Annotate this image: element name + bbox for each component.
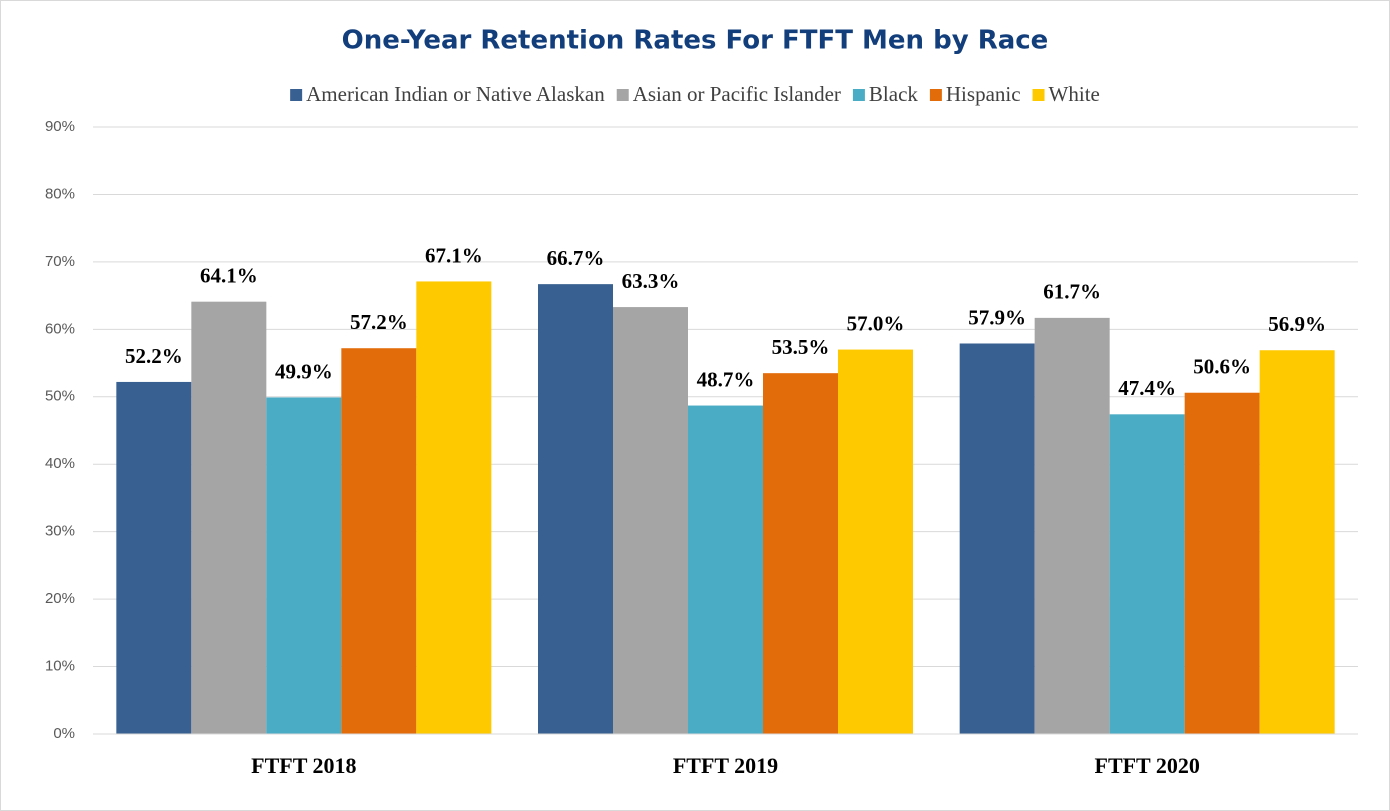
data-label: 61.7% <box>1043 280 1101 304</box>
legend-label: American Indian or Native Alaskan <box>306 82 605 106</box>
legend: American Indian or Native Alaskan Asian o… <box>290 82 1100 106</box>
data-label: 48.7% <box>697 367 755 391</box>
y-tick-label: 50% <box>45 388 75 405</box>
bar <box>613 307 688 734</box>
legend-label: Hispanic <box>946 82 1021 106</box>
chart-title: One-Year Retention Rates For FTFT Men by… <box>342 26 1049 56</box>
y-tick-label: 40% <box>45 455 75 472</box>
y-tick-label: 30% <box>45 523 75 540</box>
data-label: 66.7% <box>547 246 605 270</box>
data-label: 50.6% <box>1193 355 1251 379</box>
data-label: 63.3% <box>622 269 680 293</box>
bar <box>1109 414 1185 734</box>
bar <box>1259 350 1335 734</box>
legend-label: Asian or Pacific Islander <box>633 82 841 106</box>
bar <box>763 373 838 734</box>
bar <box>416 281 492 734</box>
x-tick-label: FTFT 2019 <box>673 753 778 778</box>
data-label: 57.0% <box>847 311 905 335</box>
data-label: 64.1% <box>200 263 258 287</box>
legend-swatch <box>290 89 303 101</box>
x-tick-label: FTFT 2020 <box>1095 753 1200 778</box>
data-label: 52.2% <box>125 344 183 368</box>
legend-swatch <box>1032 89 1045 101</box>
y-tick-label: 90% <box>45 118 75 135</box>
bar <box>959 343 1035 734</box>
x-tick-label: FTFT 2018 <box>251 753 356 778</box>
bar <box>116 381 192 734</box>
bar <box>838 349 913 734</box>
y-tick-label: 0% <box>53 725 75 742</box>
bar <box>266 397 342 734</box>
legend-swatch <box>929 89 942 101</box>
bar <box>191 301 267 734</box>
bar <box>538 284 613 734</box>
data-label: 57.9% <box>968 305 1026 329</box>
data-label: 67.1% <box>425 243 483 267</box>
y-tick-label: 70% <box>45 253 75 270</box>
legend-swatch <box>616 89 629 101</box>
y-tick-label: 20% <box>45 590 75 607</box>
legend-label: White <box>1049 82 1100 106</box>
bar <box>1184 392 1260 734</box>
data-label: 47.4% <box>1118 376 1176 400</box>
data-label: 57.2% <box>350 310 408 334</box>
bar <box>1034 317 1110 734</box>
bar <box>341 348 417 734</box>
bar <box>688 405 763 734</box>
legend-label: Black <box>869 82 918 106</box>
y-tick-label: 10% <box>45 658 75 675</box>
y-tick-label: 60% <box>45 320 75 337</box>
data-label: 53.5% <box>772 335 830 359</box>
legend-swatch <box>852 89 865 101</box>
y-tick-label: 80% <box>45 185 75 202</box>
data-label: 56.9% <box>1268 312 1326 336</box>
data-label: 49.9% <box>275 359 333 383</box>
